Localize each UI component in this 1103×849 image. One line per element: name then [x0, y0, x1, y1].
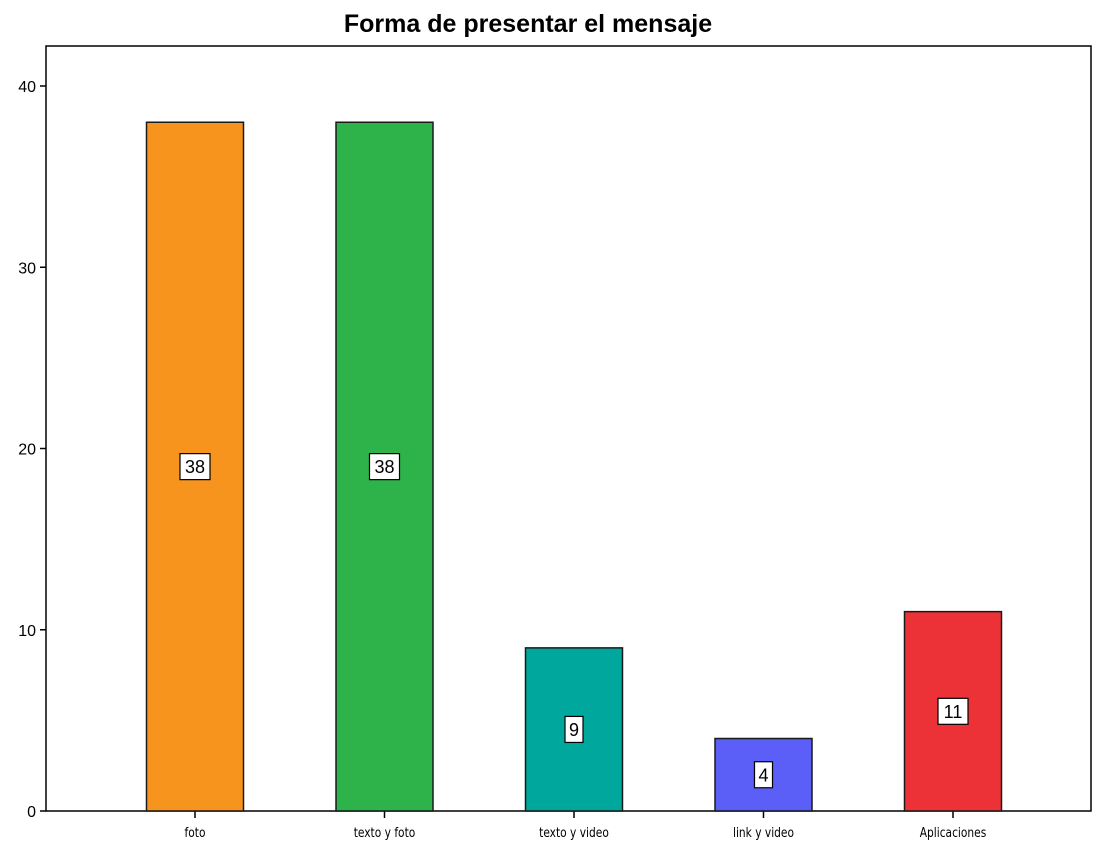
- data-label-box: [937, 697, 969, 725]
- x-tick-label: Aplicaciones: [920, 825, 987, 840]
- x-tick-label: texto y video: [539, 825, 609, 840]
- x-axis: foto texto y foto texto y video link y vide…: [185, 811, 987, 840]
- data-label: 11: [944, 702, 963, 722]
- y-tick-label: 30: [18, 260, 36, 277]
- data-label-box: [368, 453, 401, 481]
- data-label: 9: [569, 720, 579, 740]
- y-tick-label: 0: [27, 804, 36, 821]
- y-tick-label: 40: [18, 79, 36, 96]
- bars: [145, 121, 1003, 812]
- data-label-box: [753, 761, 774, 789]
- data-label: 4: [758, 765, 768, 785]
- data-label: 38: [374, 457, 394, 477]
- y-axis: 0 10 20 30 40: [18, 79, 46, 821]
- x-tick-label: foto: [185, 825, 206, 840]
- data-label-box: [564, 715, 584, 744]
- data-labels: 38 38 9 4 11: [179, 453, 969, 789]
- x-tick-label: link y video: [733, 825, 794, 840]
- chart-title: Forma de presentar el mensaje: [344, 10, 712, 38]
- data-label: 38: [185, 457, 205, 477]
- y-tick-label: 20: [18, 442, 36, 459]
- data-label-box: [179, 453, 211, 481]
- x-tick-label: texto y foto: [354, 825, 416, 840]
- y-tick-label: 10: [18, 623, 36, 640]
